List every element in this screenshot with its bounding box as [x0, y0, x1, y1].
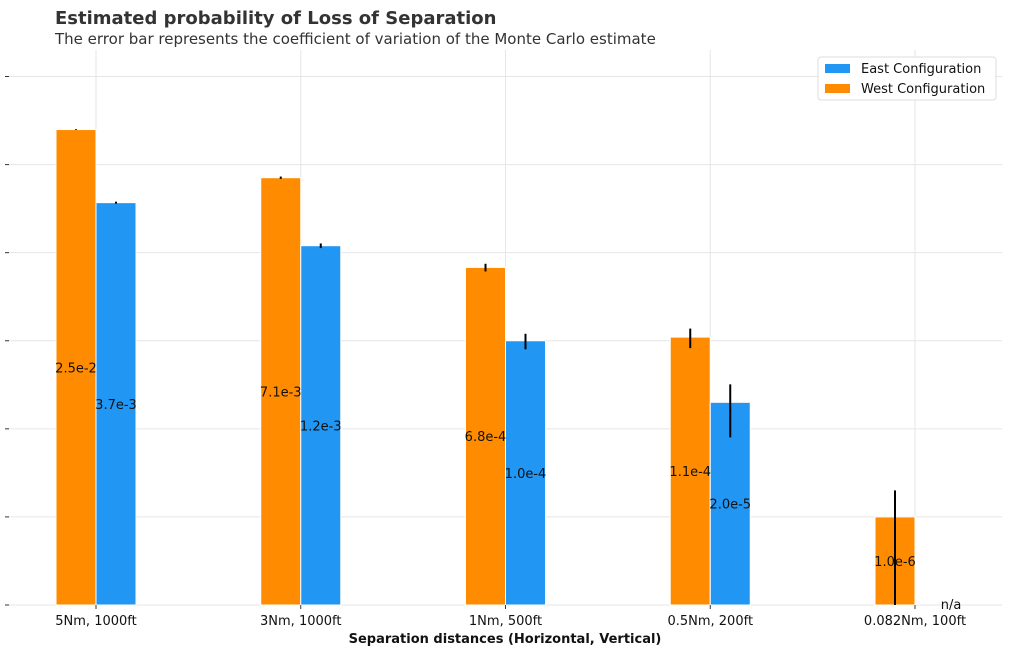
data-label-east: 3.7e-3: [95, 398, 137, 413]
legend: East Configuration West Configuration: [817, 56, 997, 101]
data-label-west: 6.8e-4: [465, 430, 507, 445]
legend-label-east: East Configuration: [861, 62, 981, 77]
axis-ticks: 5Nm, 1000ft 3Nm, 1000ft 1Nm, 500ft 0.5Nm, 2…: [5, 76, 966, 629]
data-labels: 2.5e-2 7.1e-3 6.8e-4 1.1e-4 1.0e-6 3.7e-3 1.2e…: [55, 361, 961, 613]
data-label-east: 2.0e-5: [709, 498, 751, 513]
bar-west: [465, 266, 506, 606]
x-tick-label: 0.5Nm, 200ft: [667, 614, 753, 629]
data-label-west: 7.1e-3: [260, 385, 302, 400]
legend-swatch-east: [825, 64, 850, 73]
chart-title: Estimated probability of Loss of Separat…: [55, 8, 497, 29]
error-bars: [75, 129, 896, 605]
bar-west: [55, 129, 97, 606]
bar-east: [300, 245, 342, 606]
x-axis-label: Separation distances (Horizontal, Vertic…: [349, 632, 662, 647]
chart-subtitle: The error bar represents the coefficient…: [55, 30, 656, 48]
legend-swatch-west: [825, 84, 850, 93]
x-tick-label: 0.082Nm, 100ft: [864, 614, 966, 629]
data-label-west: 2.5e-2: [55, 361, 97, 376]
x-tick-label: 5Nm, 1000ft: [55, 614, 136, 629]
x-tick-label: 3Nm, 1000ft: [260, 614, 341, 629]
data-label-east: n/a: [941, 598, 962, 613]
bar-west: [260, 177, 302, 606]
data-label-west: 1.1e-4: [669, 465, 711, 480]
legend-box: [817, 56, 997, 101]
bar-west: [669, 336, 711, 606]
bar-east: [505, 340, 546, 606]
data-label-west: 1.0e-6: [874, 555, 916, 570]
bars: [55, 129, 916, 606]
data-label-east: 1.0e-4: [505, 467, 547, 482]
data-label-east: 1.2e-3: [300, 419, 342, 434]
legend-label-west: West Configuration: [861, 82, 985, 97]
x-tick-label: 1Nm, 500ft: [469, 614, 542, 629]
